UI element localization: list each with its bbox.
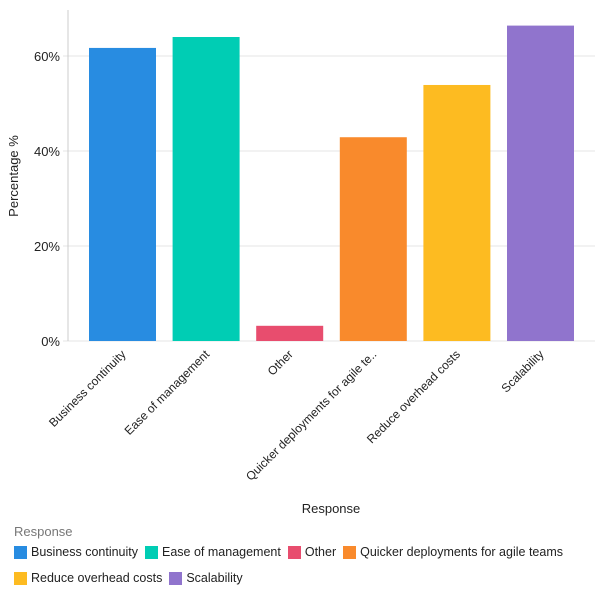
- x-tick-label: Reduce overhead costs: [364, 347, 463, 446]
- bar: [256, 325, 324, 341]
- bar: [172, 37, 240, 341]
- legend-label: Ease of management: [162, 545, 281, 559]
- legend: Response Business continuity Ease of mana…: [14, 524, 600, 585]
- y-axis-title: Percentage %: [6, 135, 21, 217]
- legend-swatch: [14, 545, 27, 559]
- legend-label: Scalability: [186, 571, 243, 585]
- x-tick-label: Ease of management: [122, 347, 213, 438]
- bar: [339, 137, 407, 341]
- legend-label: Quicker deployments for agile teams: [360, 545, 563, 559]
- legend-item[interactable]: Quicker deployments for agile teams: [343, 545, 563, 559]
- legend-title: Response: [14, 524, 73, 539]
- bar: [423, 84, 491, 341]
- legend-swatch: [169, 571, 183, 585]
- y-tick-label: 0%: [41, 334, 60, 349]
- x-tick-label: Scalability: [499, 347, 547, 395]
- bar: [89, 47, 156, 342]
- x-tick-label: Business continuity: [46, 347, 129, 430]
- legend-swatch: [145, 545, 159, 559]
- x-axis-title: Response: [302, 501, 361, 516]
- legend-label: Reduce overhead costs: [31, 571, 163, 585]
- y-tick-label: 40%: [34, 144, 60, 159]
- legend-item[interactable]: Scalability: [169, 571, 243, 585]
- bar: [507, 25, 574, 341]
- legend-label: Other: [304, 545, 337, 559]
- y-tick-label: 20%: [34, 239, 60, 254]
- legend-label: Business continuity: [31, 545, 139, 559]
- legend-swatch: [287, 545, 301, 559]
- legend-item[interactable]: Other: [287, 545, 337, 559]
- x-tick-label: Quicker deployments for agile te..: [243, 347, 379, 483]
- legend-swatch: [343, 545, 357, 559]
- legend-swatch: [14, 571, 27, 585]
- legend-item[interactable]: Reduce overhead costs: [14, 571, 162, 585]
- legend-item[interactable]: Business continuity: [14, 545, 138, 559]
- y-tick-label: 60%: [34, 49, 60, 64]
- legend-item[interactable]: Ease of management: [145, 545, 281, 559]
- x-tick-label: Other: [265, 347, 296, 378]
